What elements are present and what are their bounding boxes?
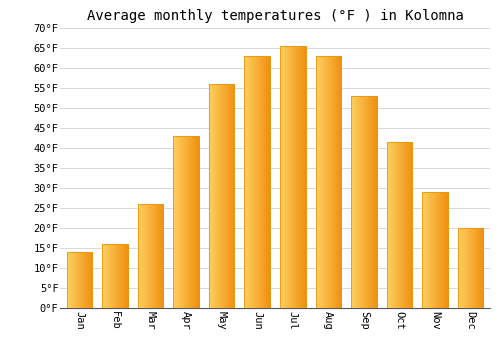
Bar [209,84,234,308]
Bar [351,96,376,308]
Bar [280,46,305,308]
Bar [244,56,270,308]
Bar [174,136,199,308]
Bar [244,56,270,308]
Bar [458,228,483,308]
Bar [351,96,376,308]
Bar [138,204,164,308]
Bar [67,252,92,308]
Bar [138,204,164,308]
Bar [422,192,448,308]
Bar [280,46,305,308]
Bar [458,228,483,308]
Bar [316,56,341,308]
Bar [316,56,341,308]
Bar [102,244,128,308]
Bar [102,244,128,308]
Bar [67,252,92,308]
Bar [386,142,412,308]
Bar [386,142,412,308]
Bar [174,136,199,308]
Title: Average monthly temperatures (°F ) in Kolomna: Average monthly temperatures (°F ) in Ko… [86,9,464,23]
Bar [422,192,448,308]
Bar [209,84,234,308]
